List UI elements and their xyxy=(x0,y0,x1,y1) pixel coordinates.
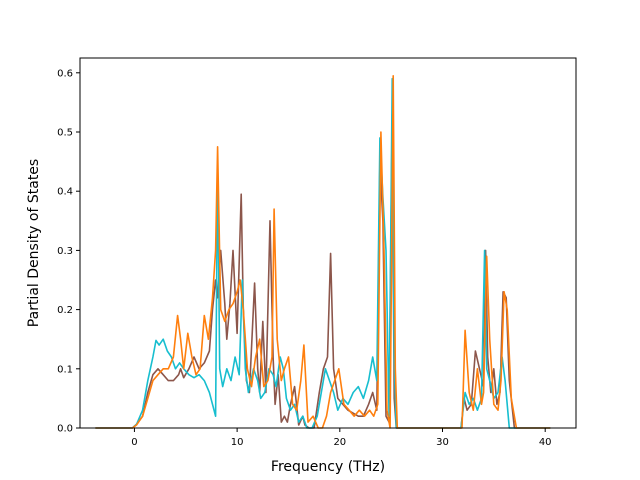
y-tick-label: 0.5 xyxy=(57,128,73,139)
y-tick-label: 0.4 xyxy=(57,187,73,198)
y-tick-label: 0.6 xyxy=(57,68,73,79)
y-axis-label: Partial Density of States xyxy=(26,159,42,327)
y-tick-label: 0.0 xyxy=(57,424,73,435)
x-axis-label: Frequency (THz) xyxy=(271,459,385,475)
plot-area xyxy=(80,58,576,428)
x-axis: 0 10 20 30 40 xyxy=(131,428,552,448)
y-tick-label: 0.2 xyxy=(57,305,73,316)
x-tick-label: 0 xyxy=(131,437,137,448)
series-line-2 xyxy=(95,75,551,429)
x-tick-label: 30 xyxy=(436,437,449,448)
x-tick-label: 40 xyxy=(539,437,552,448)
y-tick-label: 0.1 xyxy=(57,364,73,375)
series-line-1 xyxy=(95,77,551,429)
series-group xyxy=(95,75,551,429)
x-tick-label: 20 xyxy=(333,437,346,448)
y-axis: 0.0 0.1 0.2 0.3 0.4 0.5 0.6 xyxy=(57,68,80,435)
x-tick-label: 10 xyxy=(231,437,244,448)
y-tick-label: 0.3 xyxy=(57,246,73,257)
plot-frame xyxy=(79,57,577,429)
